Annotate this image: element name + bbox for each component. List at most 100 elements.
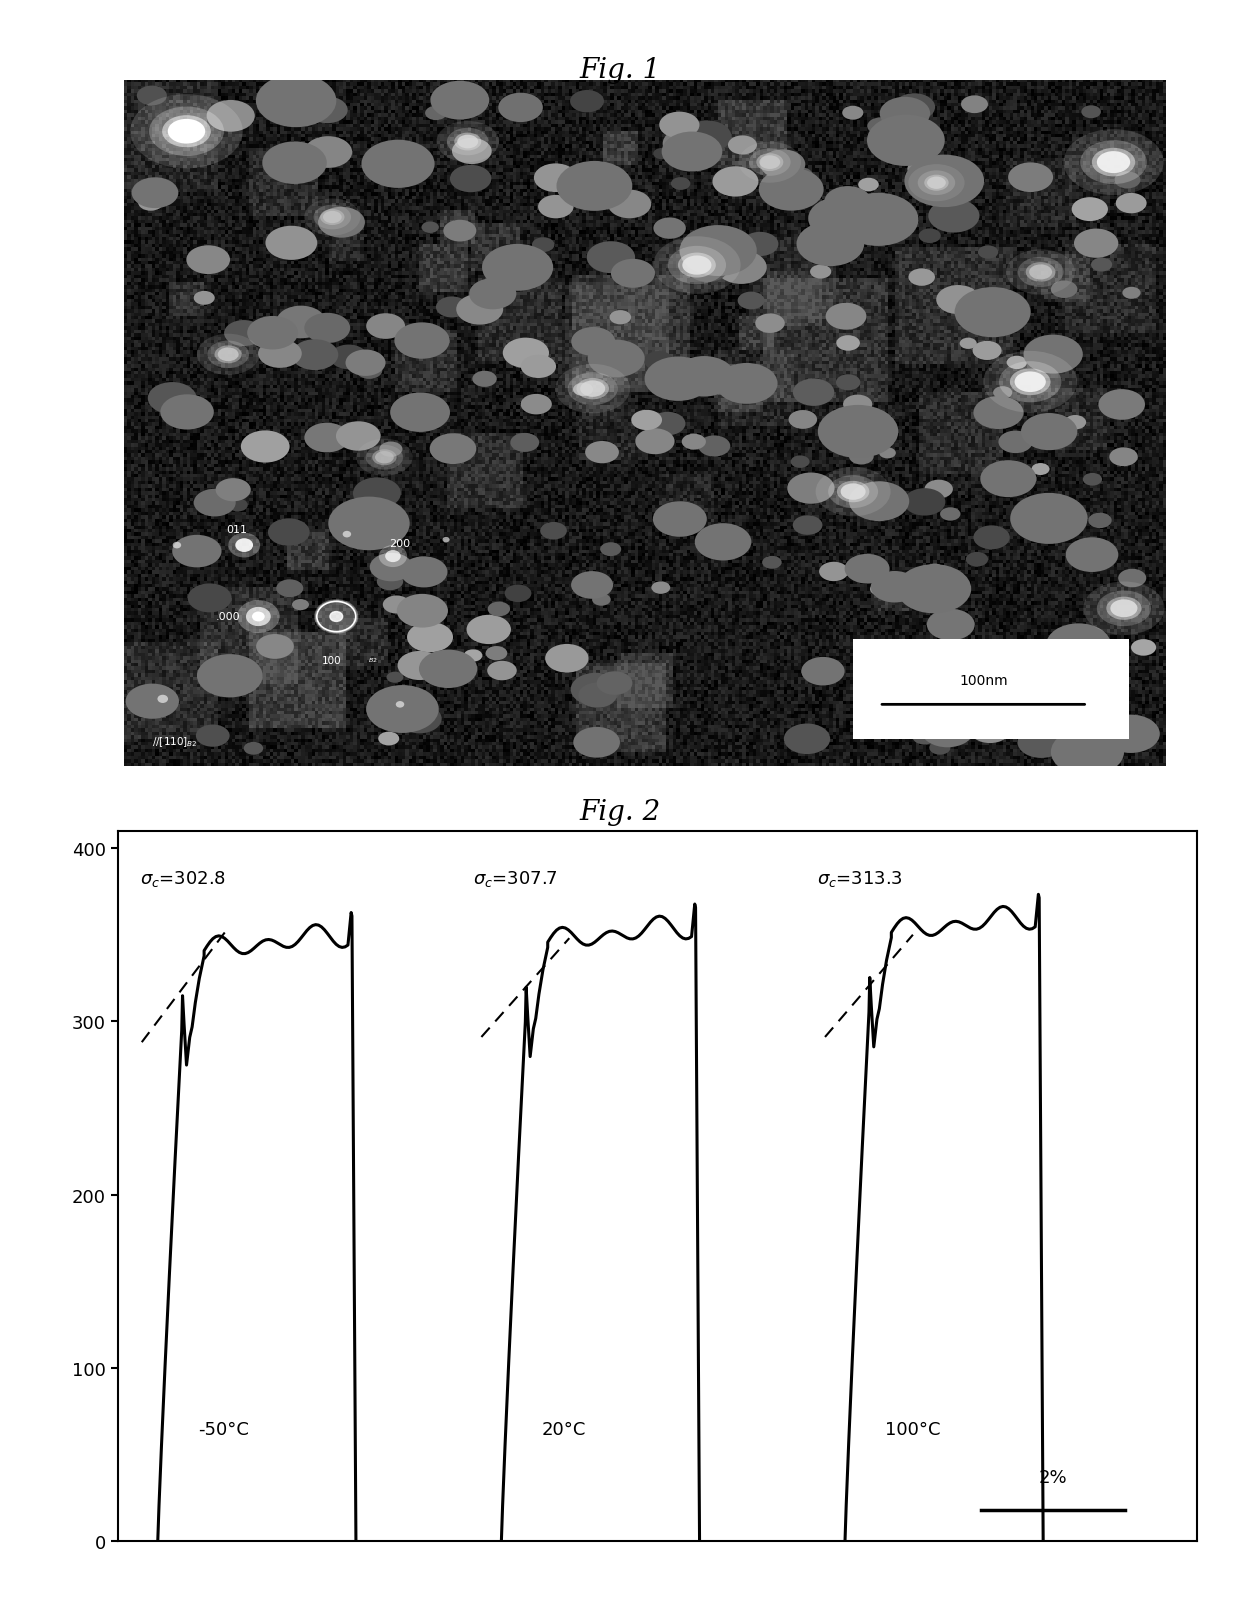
Circle shape <box>444 221 476 242</box>
Circle shape <box>591 594 611 607</box>
Circle shape <box>904 489 945 516</box>
Circle shape <box>645 357 712 402</box>
Circle shape <box>966 552 988 567</box>
Circle shape <box>277 307 326 339</box>
Circle shape <box>859 673 889 692</box>
Circle shape <box>197 655 263 697</box>
Circle shape <box>836 336 859 352</box>
Circle shape <box>1116 194 1147 215</box>
Circle shape <box>925 481 952 499</box>
Circle shape <box>401 557 448 587</box>
Circle shape <box>965 655 992 673</box>
Circle shape <box>796 223 864 266</box>
Circle shape <box>1052 678 1099 710</box>
Circle shape <box>972 342 1002 362</box>
Circle shape <box>678 253 715 278</box>
Circle shape <box>999 362 1061 404</box>
Circle shape <box>247 316 298 350</box>
Circle shape <box>920 712 975 747</box>
Circle shape <box>1074 229 1118 258</box>
Circle shape <box>572 571 613 599</box>
Circle shape <box>498 94 543 123</box>
Circle shape <box>244 742 263 755</box>
Circle shape <box>1032 463 1049 476</box>
Circle shape <box>918 171 955 195</box>
Circle shape <box>792 379 835 407</box>
Circle shape <box>136 87 167 107</box>
Circle shape <box>928 178 946 190</box>
Circle shape <box>687 257 728 282</box>
Circle shape <box>379 442 403 457</box>
Circle shape <box>268 520 310 547</box>
Circle shape <box>662 132 723 173</box>
Circle shape <box>610 312 631 324</box>
Circle shape <box>826 303 867 331</box>
Circle shape <box>653 148 671 160</box>
Circle shape <box>329 497 409 550</box>
Circle shape <box>755 315 785 334</box>
Circle shape <box>521 355 556 379</box>
Circle shape <box>879 98 930 131</box>
Circle shape <box>651 583 671 594</box>
Circle shape <box>660 113 699 139</box>
Circle shape <box>870 583 892 597</box>
Circle shape <box>215 345 242 365</box>
Circle shape <box>1014 373 1045 392</box>
Circle shape <box>425 107 446 121</box>
Circle shape <box>546 644 589 673</box>
Circle shape <box>879 449 895 458</box>
Circle shape <box>308 97 347 124</box>
Circle shape <box>216 479 250 502</box>
Circle shape <box>1066 655 1111 686</box>
Circle shape <box>378 733 399 746</box>
Circle shape <box>1018 726 1065 759</box>
Circle shape <box>394 323 450 360</box>
Circle shape <box>1018 258 1064 287</box>
Circle shape <box>429 434 476 465</box>
Circle shape <box>336 421 381 452</box>
Circle shape <box>596 671 632 696</box>
Circle shape <box>263 142 327 186</box>
Circle shape <box>1071 199 1109 223</box>
Circle shape <box>1035 723 1054 736</box>
Circle shape <box>1097 591 1151 626</box>
Circle shape <box>167 119 206 145</box>
Text: 2%: 2% <box>1038 1469 1068 1486</box>
Text: -50°C: -50°C <box>197 1420 248 1438</box>
Circle shape <box>1065 537 1118 573</box>
Circle shape <box>926 565 944 576</box>
Circle shape <box>763 557 781 570</box>
Circle shape <box>611 260 655 289</box>
Circle shape <box>346 350 386 376</box>
Circle shape <box>836 374 861 391</box>
Circle shape <box>570 673 621 707</box>
Circle shape <box>407 415 430 431</box>
Circle shape <box>849 449 874 465</box>
Circle shape <box>130 95 243 169</box>
Circle shape <box>715 252 766 284</box>
Circle shape <box>368 709 387 720</box>
Circle shape <box>600 542 621 557</box>
Circle shape <box>587 242 635 274</box>
Circle shape <box>430 82 490 121</box>
Circle shape <box>353 478 401 510</box>
Circle shape <box>486 647 507 660</box>
Circle shape <box>521 395 552 415</box>
Circle shape <box>1080 140 1147 186</box>
Circle shape <box>715 363 777 405</box>
Circle shape <box>186 245 231 274</box>
Circle shape <box>1115 173 1141 189</box>
Circle shape <box>673 357 735 397</box>
Circle shape <box>197 334 259 376</box>
Circle shape <box>458 136 479 150</box>
Circle shape <box>556 365 630 415</box>
Circle shape <box>1110 600 1137 618</box>
Circle shape <box>1009 662 1045 686</box>
Circle shape <box>1008 163 1053 194</box>
Circle shape <box>973 526 1009 550</box>
Circle shape <box>789 168 813 184</box>
Circle shape <box>908 161 934 178</box>
Circle shape <box>844 555 889 584</box>
Circle shape <box>828 476 878 508</box>
Circle shape <box>1007 357 1027 370</box>
